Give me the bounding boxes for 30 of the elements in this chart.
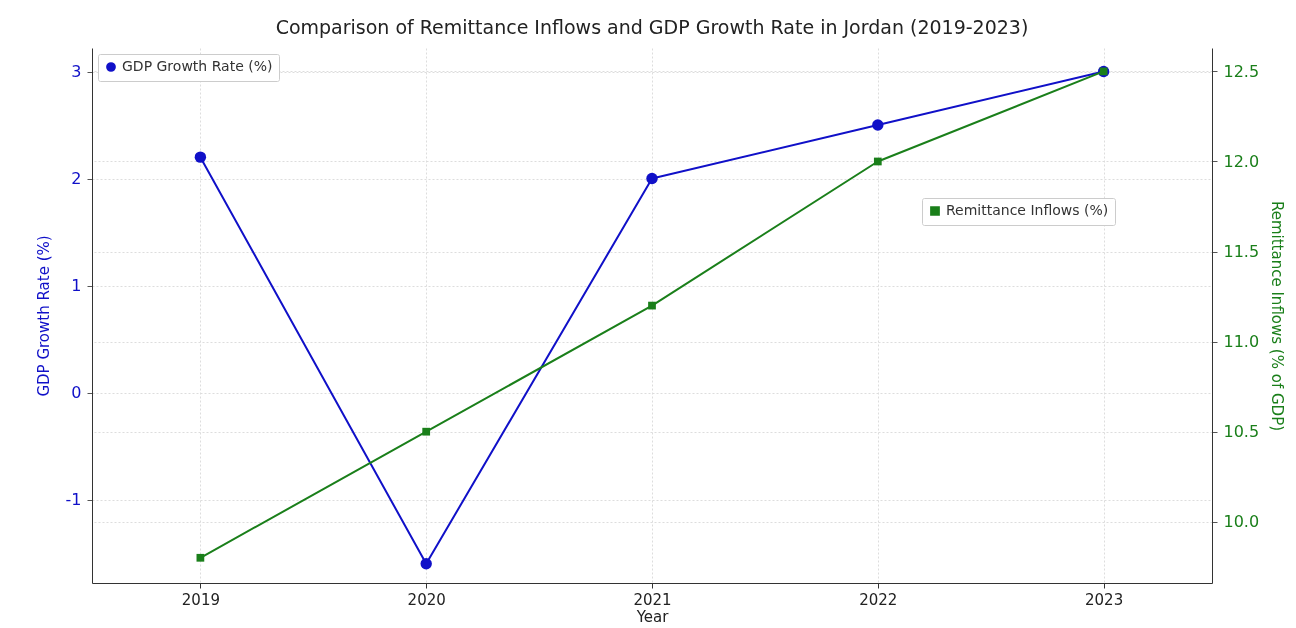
- y-tick-label: 1: [71, 276, 82, 296]
- legend-label: Remittance Inflows (%): [946, 202, 1109, 218]
- y-tick-label: 3: [71, 62, 82, 82]
- point: [422, 427, 431, 436]
- x-tick-label: 2023: [1085, 590, 1124, 609]
- y2-tick-label: 11.5: [1223, 242, 1260, 262]
- x-tick-label: 2019: [181, 590, 220, 609]
- y2-tick-label: 12.0: [1223, 151, 1260, 171]
- y2-tick-label: 11.0: [1223, 332, 1260, 352]
- y-axis-title: GDP Growth Rate (%): [34, 235, 53, 397]
- y-tick-label: -1: [65, 490, 82, 510]
- point: [873, 157, 882, 166]
- y-tick-label: 0: [71, 383, 82, 403]
- x-tick-label: 2021: [633, 590, 672, 609]
- x-tick-label: 2022: [859, 590, 898, 609]
- point: [194, 151, 207, 163]
- point: [872, 119, 884, 131]
- y2-tick-label: 10.0: [1223, 512, 1260, 532]
- legend-label: GDP Growth Rate (%): [122, 58, 273, 74]
- point: [646, 172, 658, 185]
- point: [420, 558, 432, 570]
- point: [196, 553, 205, 562]
- y2-axis-title: Remittance Inflows (% of GDP): [1268, 200, 1287, 432]
- y2-tick-label: 12.5: [1223, 61, 1260, 81]
- y2-tick-label: 10.5: [1223, 422, 1260, 442]
- y-tick-label: 2: [71, 169, 82, 189]
- x-axis-title: Year: [635, 607, 670, 626]
- chart-title: Comparison of Remittance Inflows and GDP Growth Rate in Jordan (2019-2023): [275, 16, 1029, 38]
- point: [648, 301, 656, 310]
- x-tick-label: 2020: [407, 590, 446, 609]
